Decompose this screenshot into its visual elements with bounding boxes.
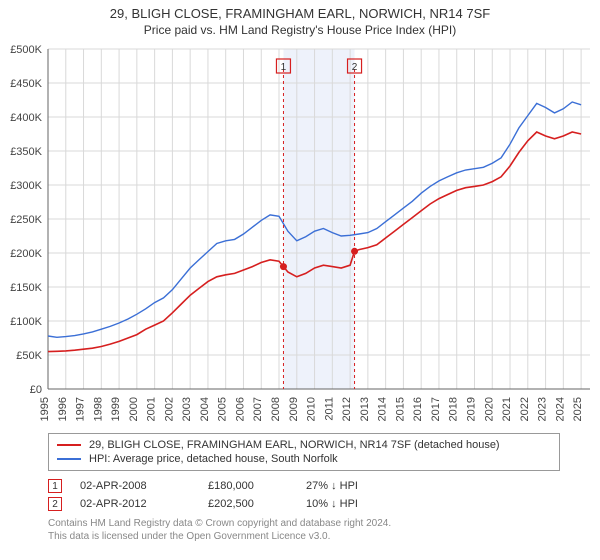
x-tick-label: 1999 xyxy=(110,397,122,421)
x-tick-label: 2000 xyxy=(128,397,140,421)
x-tick-label: 2009 xyxy=(288,397,300,421)
page-subtitle: Price paid vs. HM Land Registry's House … xyxy=(8,23,592,37)
x-tick-label: 2002 xyxy=(163,397,175,421)
y-tick-label: £50K xyxy=(16,350,42,362)
legend-item: HPI: Average price, detached house, Sout… xyxy=(57,452,551,466)
x-tick-label: 2014 xyxy=(377,397,389,421)
x-tick-label: 2006 xyxy=(234,397,246,421)
attribution-line: This data is licensed under the Open Gov… xyxy=(48,530,560,543)
y-tick-label: £400K xyxy=(10,112,42,124)
attribution: Contains HM Land Registry data © Crown c… xyxy=(48,517,560,543)
sale-price: £180,000 xyxy=(208,480,288,492)
sale-date: 02-APR-2012 xyxy=(80,498,190,510)
legend-swatch xyxy=(57,444,81,446)
sale-date: 02-APR-2008 xyxy=(80,480,190,492)
x-tick-label: 1998 xyxy=(92,397,104,421)
sale-marker-number: 1 xyxy=(281,62,287,73)
y-tick-label: £500K xyxy=(10,44,42,56)
sale-number-box: 2 xyxy=(48,497,62,511)
sale-row: 1 02-APR-2008 £180,000 27% ↓ HPI xyxy=(48,477,560,495)
sale-price: £202,500 xyxy=(208,498,288,510)
y-tick-label: £100K xyxy=(10,316,42,328)
x-tick-label: 2020 xyxy=(483,397,495,421)
sale-row: 2 02-APR-2012 £202,500 10% ↓ HPI xyxy=(48,495,560,513)
sales-list: 1 02-APR-2008 £180,000 27% ↓ HPI 2 02-APR-201… xyxy=(48,477,560,513)
x-tick-label: 2024 xyxy=(554,397,566,421)
attribution-line: Contains HM Land Registry data © Crown c… xyxy=(48,517,560,530)
x-tick-label: 2018 xyxy=(448,397,460,421)
y-tick-label: £0 xyxy=(30,384,42,396)
y-tick-label: £350K xyxy=(10,146,42,158)
page-title-address: 29, BLIGH CLOSE, FRAMINGHAM EARL, NORWIC… xyxy=(8,6,592,21)
price-chart: £0 £50K £100K £150K £200K £250K £300K £350K £400… xyxy=(0,39,600,429)
sale-number-box: 1 xyxy=(48,479,62,493)
legend-swatch xyxy=(57,458,81,460)
x-tick-label: 2003 xyxy=(181,397,193,421)
x-tick-label: 2004 xyxy=(199,397,211,421)
x-tick-label: 2005 xyxy=(217,397,229,421)
x-tick-label: 2011 xyxy=(323,397,335,421)
x-tick-label: 1997 xyxy=(75,397,87,421)
x-tick-label: 2001 xyxy=(146,397,158,421)
sale-hpi-delta: 10% ↓ HPI xyxy=(306,498,358,510)
x-tick-label: 2015 xyxy=(394,397,406,421)
legend-item: 29, BLIGH CLOSE, FRAMINGHAM EARL, NORWIC… xyxy=(57,438,551,452)
y-tick-label: £150K xyxy=(10,282,42,294)
x-tick-label: 1995 xyxy=(39,397,51,421)
x-tick-label: 2016 xyxy=(412,397,424,421)
x-tick-label: 2010 xyxy=(306,397,318,421)
legend-label: 29, BLIGH CLOSE, FRAMINGHAM EARL, NORWIC… xyxy=(89,439,500,451)
x-tick-label: 2017 xyxy=(430,397,442,421)
y-tick-label: £200K xyxy=(10,248,42,260)
x-tick-label: 2019 xyxy=(465,397,477,421)
y-tick-label: £250K xyxy=(10,214,42,226)
x-tick-label: 2021 xyxy=(501,397,513,421)
y-tick-label: £300K xyxy=(10,180,42,192)
x-tick-label: 1996 xyxy=(57,397,69,421)
x-tick-label: 2007 xyxy=(252,397,264,421)
x-tick-label: 2025 xyxy=(572,397,584,421)
legend-label: HPI: Average price, detached house, Sout… xyxy=(89,453,338,465)
x-tick-label: 2023 xyxy=(537,397,549,421)
x-tick-label: 2008 xyxy=(270,397,282,421)
x-tick-label: 2012 xyxy=(341,397,353,421)
chart-svg: £0 £50K £100K £150K £200K £250K £300K £350K £400… xyxy=(0,39,600,429)
x-tick-label: 2013 xyxy=(359,397,371,421)
sale-marker-dot xyxy=(351,248,358,255)
sale-marker-dot xyxy=(280,263,287,270)
x-tick-label: 2022 xyxy=(519,397,531,421)
sale-marker-number: 2 xyxy=(352,62,358,73)
sale-hpi-delta: 27% ↓ HPI xyxy=(306,480,358,492)
y-tick-label: £450K xyxy=(10,78,42,90)
chart-legend: 29, BLIGH CLOSE, FRAMINGHAM EARL, NORWIC… xyxy=(48,433,560,471)
